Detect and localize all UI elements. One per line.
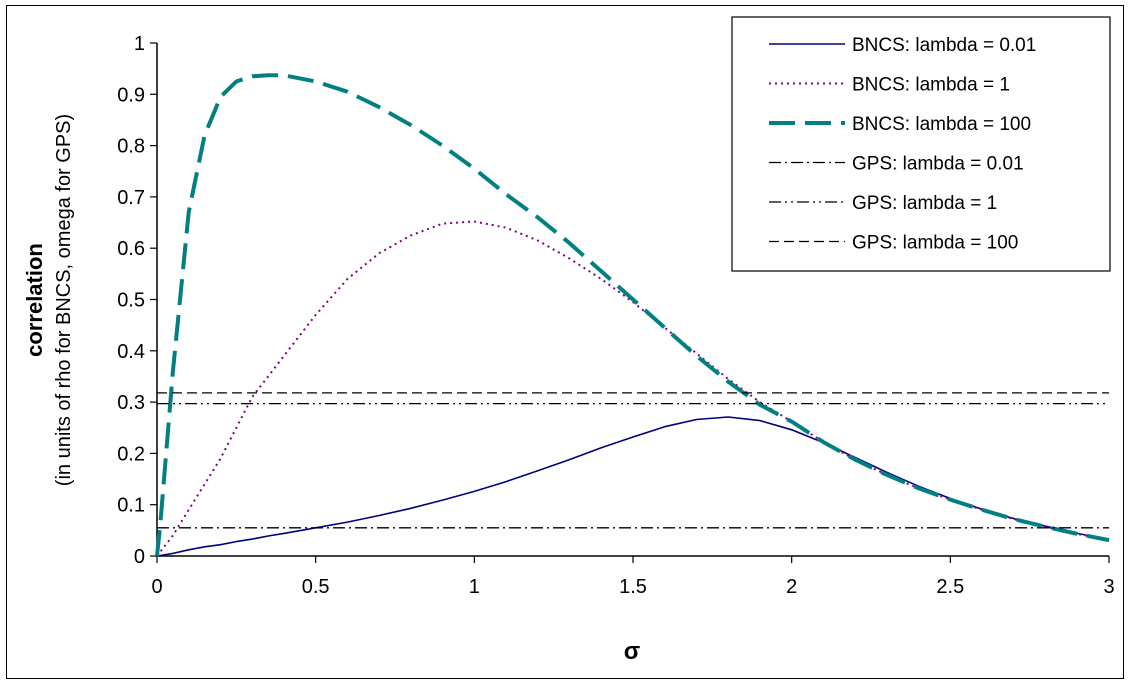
- legend-label-gps-lambda-0-01: GPS: lambda = 0.01: [852, 154, 1024, 175]
- x-tick-label: 2: [786, 576, 797, 598]
- series-line-bncs-lambda-100: [155, 73, 1110, 557]
- y-tick-label: 0.4: [117, 341, 145, 363]
- x-tick-label: 0: [151, 576, 162, 598]
- y-tick-label: 1: [134, 33, 145, 55]
- legend-box: [731, 16, 1111, 272]
- y-axis-subtitle: (in units of rho for BNCS, omega for GPS…: [53, 114, 75, 486]
- y-tick-label: 0.8: [117, 136, 145, 158]
- x-tick-label: 0.5: [302, 576, 330, 598]
- y-tick-label: 0.7: [117, 187, 145, 209]
- y-tick-label: 0.6: [117, 238, 145, 260]
- legend-label-gps-lambda-1: GPS: lambda = 1: [852, 193, 997, 214]
- y-tick-label: 0.2: [117, 443, 145, 465]
- y-tick-label: 0: [134, 546, 145, 568]
- series-layer: [155, 73, 1110, 557]
- legend-label-bncs-lambda-100: BNCS: lambda = 100: [852, 114, 1031, 135]
- y-tick-label: 0.3: [117, 392, 145, 414]
- legend: BNCS: lambda = 0.01 BNCS: lambda = 1 BNCS:…: [731, 16, 1111, 272]
- y-tick-label: 0.1: [117, 495, 145, 517]
- x-tick-label: 3: [1103, 576, 1114, 598]
- y-tick-label: 0.9: [117, 84, 145, 106]
- x-tick-label: 1.5: [619, 576, 647, 598]
- axes: 0 0.1 0.2 0.3 0.4 0.5 0.6 0.7 0.8 0.9 1 0 0.5 1 1.5 2 2.…: [117, 33, 1114, 598]
- series-line-bncs-lambda-0-01: [156, 416, 1110, 557]
- y-tick-label: 0.5: [117, 290, 145, 312]
- x-axis-title: σ: [624, 638, 640, 665]
- x-tick-label: 1: [469, 576, 480, 598]
- legend-label-gps-lambda-100: GPS: lambda = 100: [852, 233, 1018, 254]
- legend-label-bncs-lambda-0-01: BNCS: lambda = 0.01: [852, 35, 1036, 56]
- legend-label-bncs-lambda-1: BNCS: lambda = 1: [852, 75, 1010, 96]
- chart-frame: [6, 5, 1124, 679]
- y-axis-title: correlation: [22, 243, 47, 357]
- x-tick-label: 2.5: [936, 576, 964, 598]
